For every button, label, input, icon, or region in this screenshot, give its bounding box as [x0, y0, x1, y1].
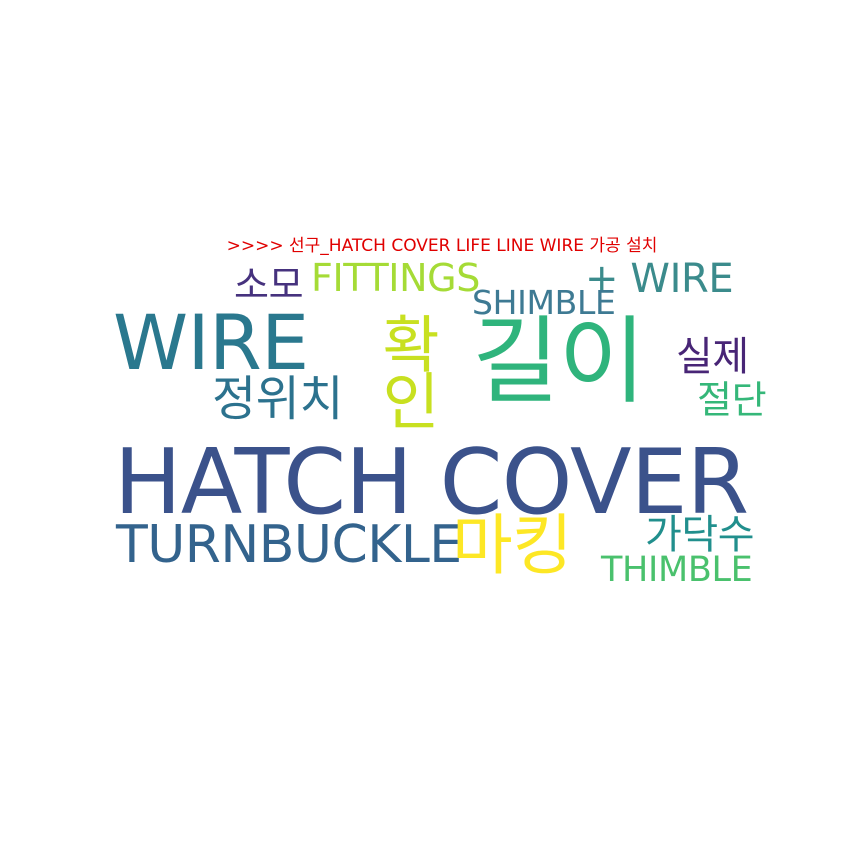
word-fittings: FITTINGS — [311, 256, 480, 300]
word-length: 길이 — [472, 307, 646, 417]
word-strand-count: 가닥수 — [645, 512, 755, 558]
word-cutting: 절단 — [697, 378, 767, 422]
word-marking: 마킹 — [452, 507, 573, 584]
word-cloud-title: >>>> 선구_HATCH COVER LIFE LINE WIRE 가공 설치 — [226, 236, 658, 256]
word-hatch-cover: HATCH COVER — [114, 430, 749, 535]
word-wire-large: WIRE — [113, 298, 309, 387]
word-consumption: 소모 — [234, 263, 304, 307]
word-confirm: 확인 — [369, 312, 442, 427]
word-plus-wire: + WIRE — [585, 256, 734, 302]
word-shimble: SHIMBLE — [472, 283, 616, 322]
word-thimble: THIMBLE — [601, 550, 753, 590]
word-position: 정위치 — [212, 371, 344, 427]
word-actual: 실제 — [676, 334, 749, 380]
word-turnbuckle: TURNBUCKLE — [116, 515, 462, 575]
